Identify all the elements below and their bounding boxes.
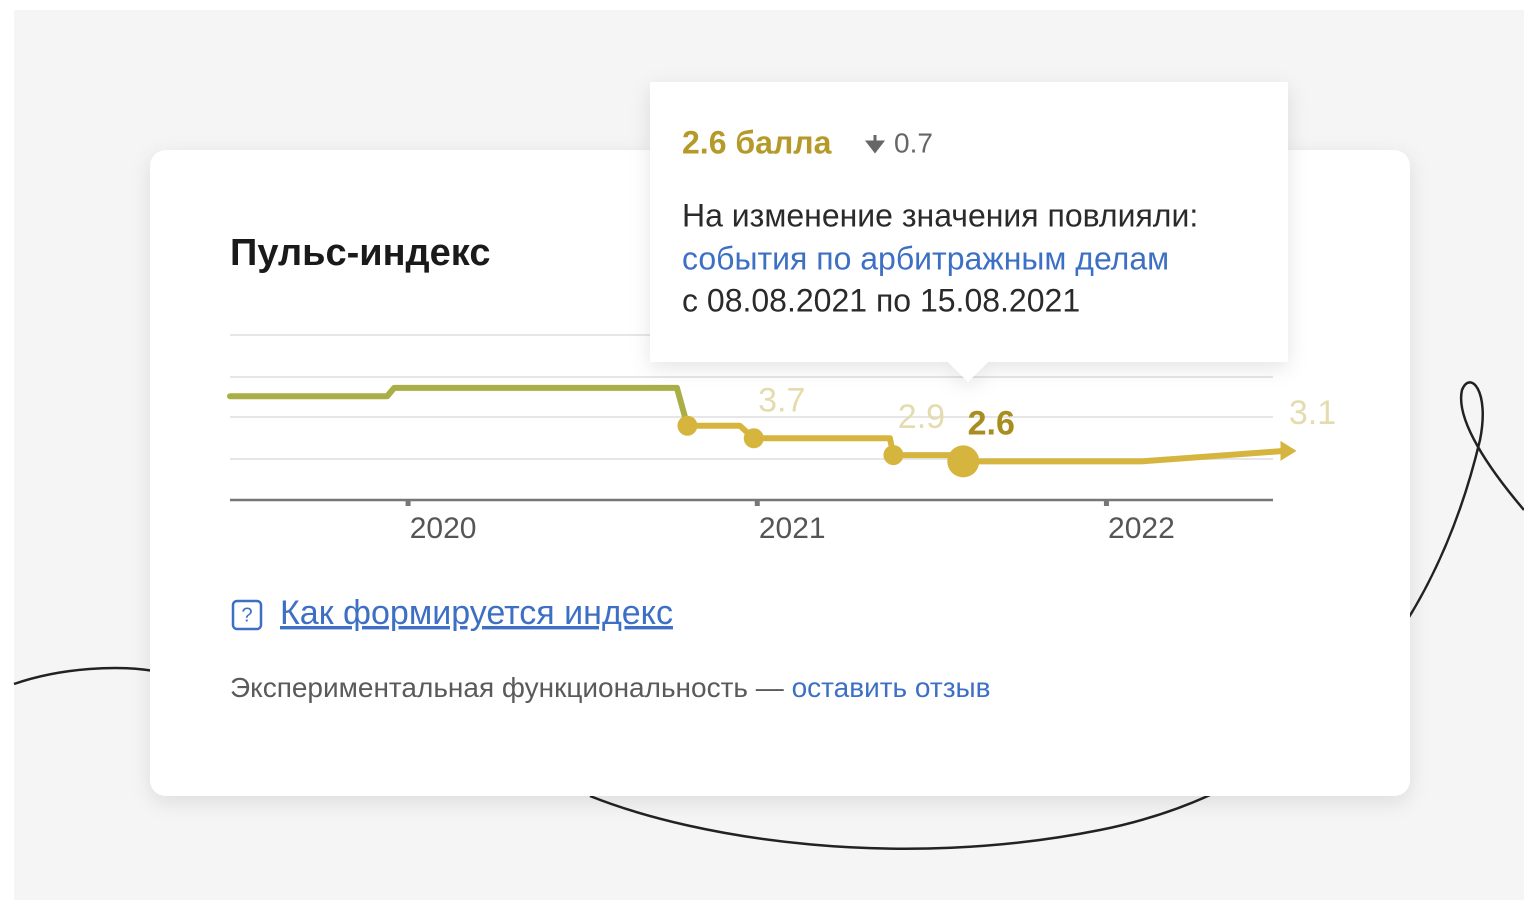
- feedback-link[interactable]: оставить отзыв: [792, 672, 991, 703]
- point: [947, 445, 979, 477]
- point: [744, 428, 764, 448]
- footer-note: Экспериментальная функциональность —: [230, 672, 784, 703]
- tooltip-text: На изменение значения повлияли:: [682, 197, 1198, 233]
- value-label: 3.1: [1289, 394, 1336, 432]
- help-link-text[interactable]: Как формируется индекс: [280, 594, 673, 632]
- tooltip-change: 0.7: [894, 127, 933, 158]
- value-label: 2.9: [898, 398, 945, 436]
- tooltip-period: с 08.08.2021 по 15.08.2021: [682, 282, 1080, 318]
- value-label: 2.6: [968, 404, 1015, 442]
- point: [883, 445, 903, 465]
- footer-text: Экспериментальная функциональность — ост…: [230, 672, 991, 703]
- tooltip-value: 2.6 балла: [682, 124, 832, 160]
- x-tick-label: 2020: [410, 512, 477, 545]
- x-tick-label: 2022: [1108, 512, 1175, 545]
- x-tick-label: 2021: [759, 512, 826, 545]
- card-title: Пульс-индекс: [230, 232, 490, 274]
- help-icon-glyph: ?: [241, 604, 252, 626]
- point: [677, 416, 697, 436]
- value-label: 3.7: [758, 381, 805, 419]
- screen: Пульс-индекс 2020 2021 2022 3.7 2.9 2.6 3.1 ? …: [0, 0, 1524, 902]
- tooltip: 2.6 балла 0.7 На изменение значения повл…: [650, 82, 1288, 382]
- help-link[interactable]: ? Как формируется индекс: [233, 594, 673, 632]
- tooltip-link[interactable]: события по арбитражным делам: [682, 240, 1169, 276]
